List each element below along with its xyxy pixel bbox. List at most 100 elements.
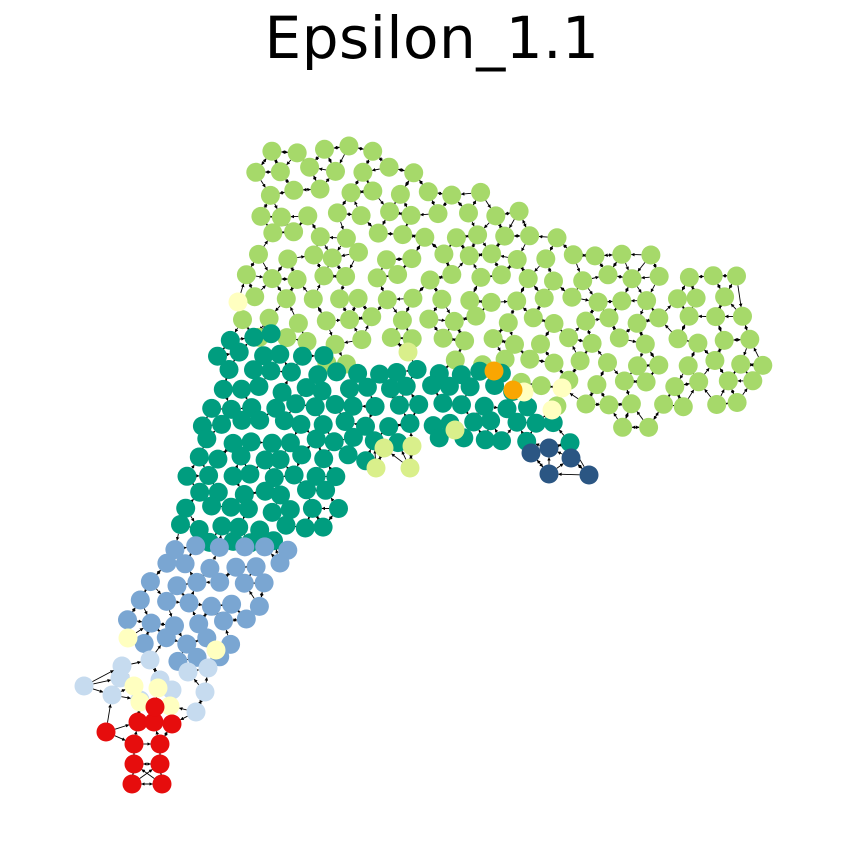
- graph-edge: [558, 429, 565, 436]
- graph-node-teal: [507, 412, 527, 432]
- graph-edge: [438, 275, 443, 279]
- graph-edge: [255, 274, 264, 279]
- graph-node-light-green: [576, 394, 596, 414]
- graph-node-steel-blue: [167, 576, 187, 596]
- graph-edge: [306, 445, 311, 450]
- graph-edge: [472, 200, 477, 206]
- graph-node-light-green: [705, 351, 725, 370]
- graph-edge: [587, 329, 591, 335]
- graph-edge: [595, 317, 600, 322]
- graph-edge: [201, 463, 205, 468]
- graph-edge: [636, 286, 642, 294]
- graph-edge: [559, 370, 564, 374]
- graph-node-light-green: [509, 201, 529, 221]
- graph-node-teal: [356, 416, 375, 436]
- graph-node-pale-blue: [162, 680, 182, 700]
- graph-node-teal: [433, 393, 453, 413]
- graph-node-light-green: [288, 313, 308, 333]
- graph-edge: [581, 298, 590, 302]
- graph-node-pale-yellow: [552, 378, 572, 398]
- graph-node-pale-yellow: [124, 676, 144, 696]
- graph-node-teal: [261, 324, 281, 344]
- graph-node-light-green: [743, 371, 763, 391]
- graph-edge: [545, 331, 550, 337]
- graph-node-teal: [212, 414, 232, 434]
- graph-edge: [319, 447, 323, 452]
- graph-edge: [719, 368, 724, 374]
- graph-edge: [645, 318, 650, 322]
- graph-edge: [369, 413, 373, 419]
- graph-edge: [401, 450, 407, 460]
- graph-node-light-green: [377, 290, 397, 310]
- graph-node-light-green: [471, 182, 491, 202]
- graph-node-teal: [343, 396, 363, 416]
- graph-node-teal: [357, 377, 377, 397]
- graph-edge: [464, 410, 469, 415]
- graph-node-steel-blue: [186, 536, 206, 556]
- graph-node-teal: [240, 464, 260, 484]
- graph-node-teal: [250, 410, 270, 430]
- graph-node-light-green: [459, 246, 479, 266]
- graph-node-light-green: [639, 417, 659, 437]
- graph-edge: [548, 267, 552, 273]
- graph-node-light-green: [446, 228, 466, 248]
- graph-node-light-green: [363, 181, 383, 201]
- graph-edge: [190, 464, 195, 469]
- graph-edge: [382, 219, 386, 225]
- graph-node-teal: [429, 428, 449, 448]
- graph-node-teal: [202, 398, 222, 418]
- graph-edge: [182, 593, 186, 598]
- graph-edge: [392, 202, 396, 207]
- graph-edge: [156, 570, 161, 575]
- graph-edge: [438, 318, 446, 323]
- graph-edge: [640, 309, 644, 315]
- graph-node-light-green: [388, 265, 408, 284]
- graph-edge: [577, 338, 584, 343]
- graph-edge: [446, 262, 451, 267]
- graph-edge: [325, 449, 330, 454]
- graph-edge: [279, 190, 285, 195]
- graph-node-light-green: [352, 330, 372, 350]
- graph-edge: [328, 515, 333, 521]
- graph-edge: [473, 263, 477, 270]
- graph-edge: [612, 326, 617, 331]
- graph-edge: [204, 416, 208, 421]
- graph-node-teal: [400, 414, 420, 433]
- graph-edge: [394, 327, 398, 333]
- graph-node-light-green: [627, 313, 647, 333]
- graph-edge: [114, 735, 126, 741]
- graph-edge: [560, 286, 566, 292]
- graph-edge: [198, 700, 202, 705]
- graph-node-teal: [238, 499, 258, 519]
- graph-node-teal: [291, 414, 311, 434]
- graph-edge: [731, 371, 736, 376]
- graph-edge: [318, 167, 327, 172]
- graph-edge: [717, 348, 721, 353]
- graph-node-light-green: [326, 161, 345, 181]
- graph-edge: [463, 316, 468, 321]
- graph-node-teal: [223, 466, 243, 486]
- graph-node-teal: [219, 360, 239, 379]
- graph-node-red: [96, 722, 116, 742]
- graph-edge: [718, 325, 722, 332]
- graph-edge: [589, 392, 593, 397]
- graph-edge: [617, 275, 623, 279]
- graph-node-steel-blue: [209, 537, 229, 557]
- graph-edge: [357, 147, 364, 151]
- graph-edge: [373, 449, 377, 459]
- graph-node-yellow-green: [445, 420, 465, 440]
- graph-edge: [187, 553, 192, 558]
- graph-edge: [604, 253, 613, 257]
- graph-edge: [501, 340, 506, 344]
- graph-edge: [343, 307, 347, 312]
- graph-edge: [302, 286, 308, 292]
- graph-node-steel-blue: [255, 537, 275, 557]
- graph-node-light-green: [570, 351, 590, 371]
- graph-edge: [682, 306, 686, 311]
- graph-node-light-green: [415, 227, 435, 247]
- graph-node-teal: [255, 481, 275, 501]
- graph-node-teal: [270, 450, 290, 470]
- graph-node-light-green: [495, 226, 515, 246]
- graph-edge: [651, 308, 656, 312]
- graph-edge: [189, 571, 194, 576]
